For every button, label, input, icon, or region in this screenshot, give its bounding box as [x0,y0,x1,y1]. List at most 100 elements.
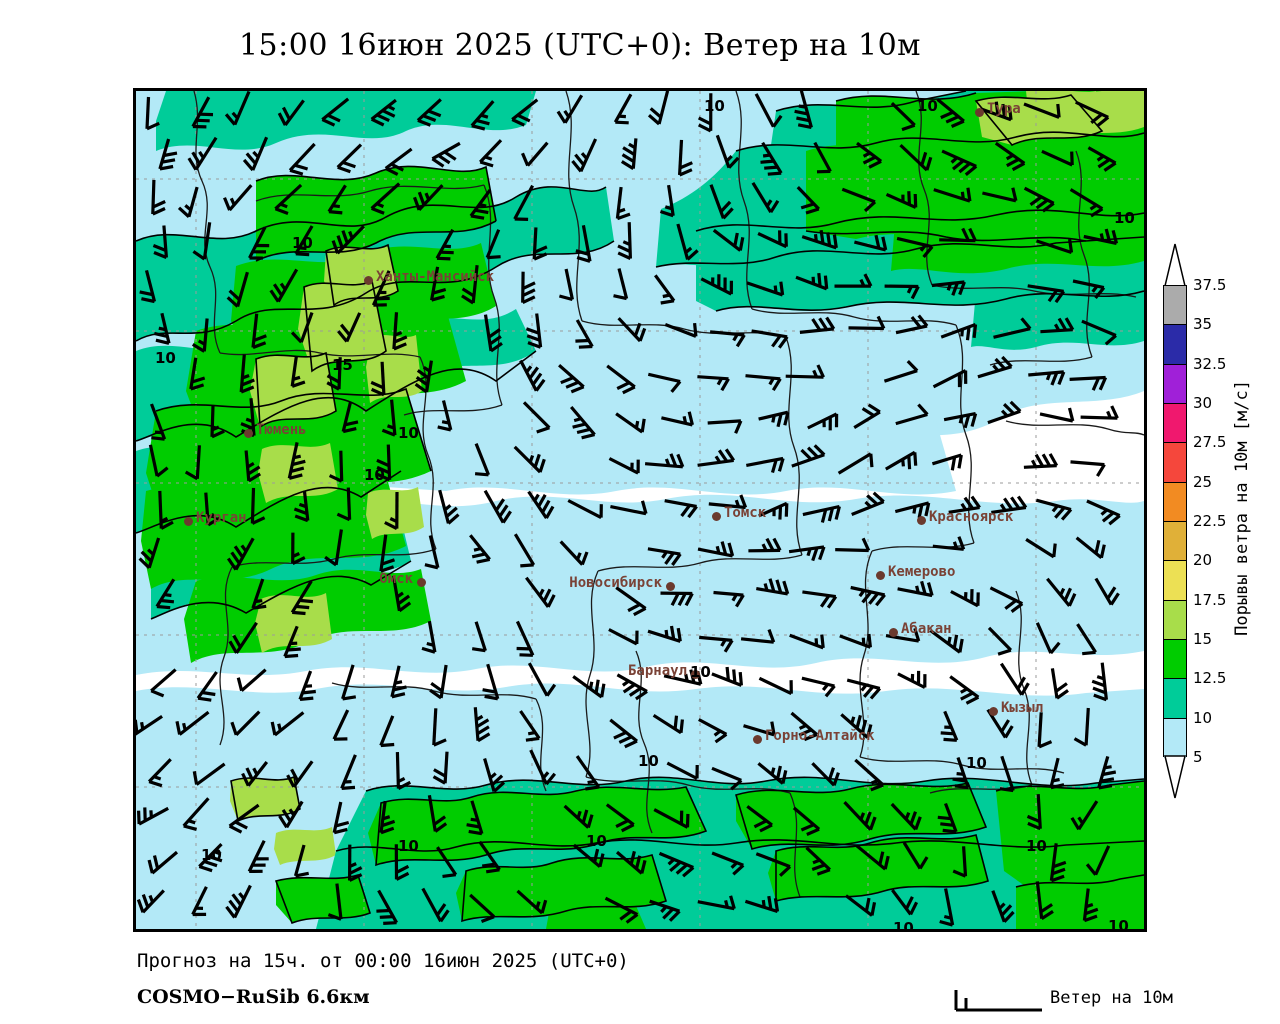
wind-barb-flag [525,736,540,742]
wind-barb [805,846,831,871]
wind-barb-flag [417,118,431,127]
wind-barb-flag [581,809,589,824]
wind-barb-flag [939,919,954,927]
wind-barb-half-flag [348,862,357,868]
wind-barb-flag [714,732,728,744]
wind-barb-flag [487,328,501,339]
wind-barb-flag [779,865,792,877]
wind-barb-flag [638,327,647,342]
map-plot-area[interactable]: Тура Ханты-Мансийск Тюмень Курган Томск Красн… [133,88,1147,932]
wind-barb-half-flag [533,493,540,502]
wind-barb [469,893,496,918]
wind-barb [486,663,500,700]
wind-barb [204,492,210,526]
wind-barb-flag [528,366,540,380]
wind-barb [379,715,395,747]
wind-barb [616,673,648,693]
wind-barb [1094,577,1113,606]
colorbar-swatches [1163,285,1187,758]
wind-barb [337,357,342,390]
wind-barb-half-flag [919,244,927,252]
wind-barb-flag [805,207,820,215]
wind-barb-flag [177,206,190,218]
wind-barb-half-flag [527,731,536,736]
band-15-175 [230,91,1144,889]
wind-barb [345,312,362,343]
wind-barb-flag [519,653,533,657]
wind-barb [932,544,964,551]
wind-barb-flag [760,159,775,164]
wind-barb-flag [224,113,237,126]
wind-barb-flag [1054,506,1066,519]
wind-barb-half-flag [382,815,391,821]
wind-barb-half-flag [293,454,302,460]
wind-barb-flag [1035,198,1049,210]
wind-barb-flag [281,809,292,823]
wind-barb-flag [1006,157,1020,168]
wind-barb [346,487,352,520]
wind-barb-flag [412,196,421,211]
wind-barb-flag [136,719,139,734]
wind-barb [1023,186,1055,205]
wind-barb-flag [342,160,356,169]
wind-barb-half-flag [715,545,721,554]
wind-barb-flag [1104,334,1117,346]
wind-barb-half-flag [812,369,819,378]
wind-barb-flag [997,648,1012,656]
wind-barb-half-flag [1077,816,1084,825]
wind-barb [474,443,490,476]
wind-barb-flag [545,505,555,519]
wind-barb [427,795,437,832]
wind-barb-flag [823,275,829,290]
colorbar-tick-label: 32.5 [1193,354,1227,373]
wind-barb-half-flag [850,716,856,725]
wind-barb-flag [476,557,491,564]
wind-barb-flag [717,449,729,463]
wind-barb-flag [806,827,820,836]
wind-barb-flag [679,161,693,170]
wind-barb [340,754,357,790]
wind-barb-flag [160,598,175,604]
wind-barb [891,889,912,916]
wind-barb-flag [240,385,255,394]
graticule [136,91,1144,929]
wind-barb-flag [677,592,687,607]
wind-barb-flag [376,908,390,913]
wind-barb-flag [796,116,810,123]
wind-barb-flag [1001,103,1007,118]
wind-barb-half-flag [943,914,952,920]
wind-barb [855,844,887,871]
wind-barb-flag [720,541,728,555]
wind-barb-flag [485,868,500,874]
wind-barb [234,537,255,571]
wind-barb [802,590,837,599]
wind-barb-flag [480,915,495,923]
wind-barb-flag [474,208,489,215]
wind-barb-flag [231,893,243,906]
wind-barb-flag [868,159,882,169]
wind-barb-flag [640,418,646,433]
wind-barb-flag [951,159,965,171]
wind-barb-half-flag [858,589,866,598]
wind-barb [837,452,872,475]
wind-barb-flag [826,232,832,246]
wind-barb-flag [137,810,141,825]
wind-barb-flag [671,553,682,566]
wind-barb-flag [779,281,785,296]
wind-barb-flag [624,739,638,749]
wind-barb-half-flag [947,636,952,645]
colorbar[interactable]: 37.5 35 32.5 30 27.5 25 22.5 20 17.5 15 12.5 10 5 [1163,243,1226,803]
wind-barb-half-flag [950,156,959,164]
wind-barb-half-flag [861,637,866,646]
wind-barb [293,844,306,877]
wind-barb [657,91,670,125]
wind-barb-flag [803,733,818,742]
wind-barb-flag [341,230,349,244]
colorbar-band [1164,286,1186,326]
wind-barb-flag [161,158,176,164]
wind-barb-flag [966,187,972,202]
wind-barb [511,98,539,121]
wind-barb [145,96,151,129]
wind-barb-flag [421,646,436,654]
wind-barb-flag [1029,195,1043,206]
